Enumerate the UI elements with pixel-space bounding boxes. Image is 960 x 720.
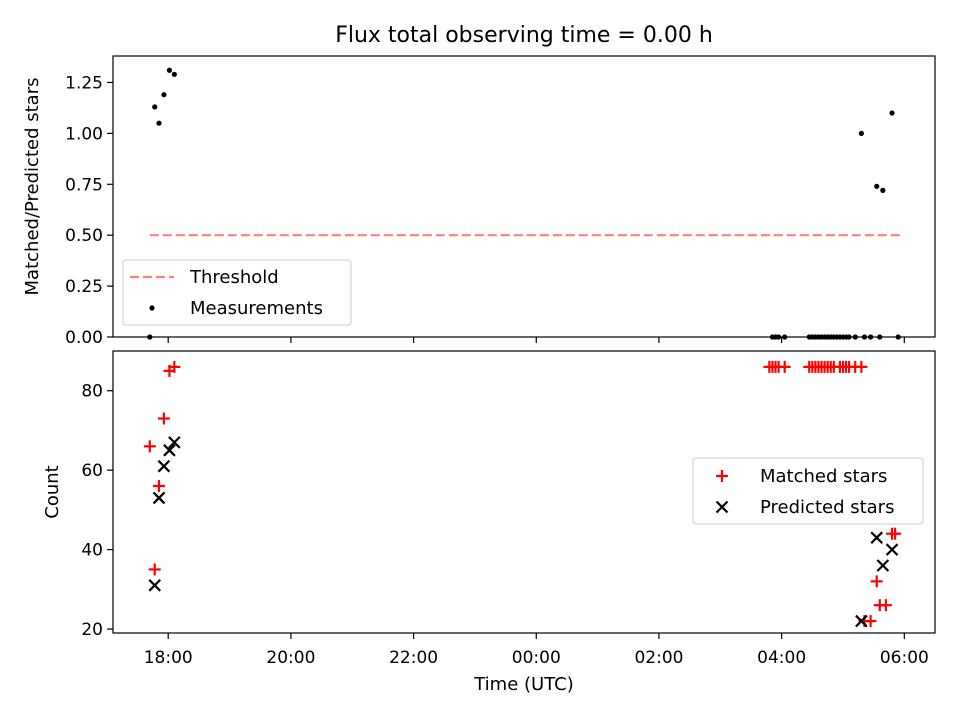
x-tick-label: 18:00 bbox=[144, 648, 193, 668]
bottom-ytick-label: 40 bbox=[81, 541, 103, 561]
measurement-point bbox=[171, 71, 177, 77]
legend-measurements-swatch bbox=[149, 305, 155, 311]
bottom-legend: Matched stars Predicted stars bbox=[692, 457, 924, 525]
matched-star-point bbox=[879, 599, 892, 612]
measurement-point bbox=[880, 187, 886, 193]
top-ytick-label: 1.25 bbox=[65, 73, 103, 93]
x-tick-label: 06:00 bbox=[880, 648, 929, 668]
top-ytick-label: 0.00 bbox=[65, 328, 103, 348]
measurement-point bbox=[874, 183, 880, 189]
x-tick-label: 02:00 bbox=[634, 648, 683, 668]
top-axes-ratio: 0.00 0.25 0.50 0.75 1.00 1.25 Matched/Predict… bbox=[22, 55, 936, 348]
top-axes-frame bbox=[112, 55, 936, 338]
matched-star-point bbox=[157, 412, 170, 425]
x-tick-label: 00:00 bbox=[512, 648, 561, 668]
matched-star-point bbox=[148, 563, 161, 576]
predicted-star-point bbox=[876, 559, 890, 572]
bottom-ytick-label: 60 bbox=[81, 461, 103, 481]
x-tick-label: 22:00 bbox=[389, 648, 438, 668]
matched-star-point bbox=[889, 527, 902, 540]
measurement-point bbox=[156, 120, 162, 126]
top-ytick-label: 0.50 bbox=[65, 226, 103, 246]
chart-title: Flux total observing time = 0.00 h bbox=[335, 23, 713, 48]
top-ytick-label: 0.75 bbox=[65, 175, 103, 195]
legend-measurements-label: Measurements bbox=[190, 298, 323, 319]
measurement-point bbox=[152, 104, 158, 110]
top-legend-box bbox=[122, 259, 352, 326]
matched-star-point bbox=[778, 360, 791, 373]
bottom-y-axis-label: Count bbox=[42, 465, 63, 518]
matched-star-point bbox=[168, 360, 181, 373]
legend-matched-swatch bbox=[716, 470, 728, 482]
x-tick-label: 04:00 bbox=[757, 648, 806, 668]
predicted-star-point bbox=[168, 436, 181, 449]
top-legend: Threshold Measurements bbox=[122, 259, 352, 326]
measurement-point bbox=[889, 110, 895, 116]
legend-predicted-label: Predicted stars bbox=[760, 497, 894, 518]
x-axis-label: Time (UTC) bbox=[473, 674, 574, 695]
predicted-star-point bbox=[870, 531, 884, 544]
predicted-star-point bbox=[157, 459, 171, 473]
matched-star-point bbox=[143, 440, 156, 453]
predicted-star-point bbox=[148, 579, 161, 592]
measurement-point bbox=[161, 92, 167, 98]
legend-threshold-label: Threshold bbox=[189, 267, 279, 288]
top-ytick-label: 0.25 bbox=[65, 277, 103, 297]
predicted-star-point bbox=[885, 543, 899, 556]
matched-star-point bbox=[153, 480, 166, 493]
matched-star-point bbox=[855, 360, 868, 373]
matched-star-point bbox=[870, 575, 883, 588]
matched-star-point bbox=[864, 615, 877, 628]
predicted-star-point bbox=[855, 614, 868, 628]
measurement-point bbox=[858, 130, 864, 136]
predicted-star-point bbox=[163, 444, 176, 457]
predicted-star-point bbox=[152, 491, 166, 505]
x-tick-label: 20:00 bbox=[266, 648, 315, 668]
bottom-ytick-label: 20 bbox=[81, 620, 103, 640]
bottom-axes-counts: 20 40 60 80 18:00 20:00 22:00 00:00 02:00 04:00 0… bbox=[42, 350, 936, 695]
bottom-legend-box bbox=[692, 457, 924, 525]
legend-predicted-swatch bbox=[715, 500, 729, 514]
top-y-axis-label: Matched/Predicted stars bbox=[22, 78, 43, 296]
measurement-point bbox=[166, 67, 173, 73]
bottom-ytick-label: 80 bbox=[81, 382, 103, 402]
bottom-axes-frame bbox=[112, 350, 936, 634]
legend-matched-label: Matched stars bbox=[760, 466, 887, 487]
top-ytick-label: 1.00 bbox=[65, 124, 103, 144]
